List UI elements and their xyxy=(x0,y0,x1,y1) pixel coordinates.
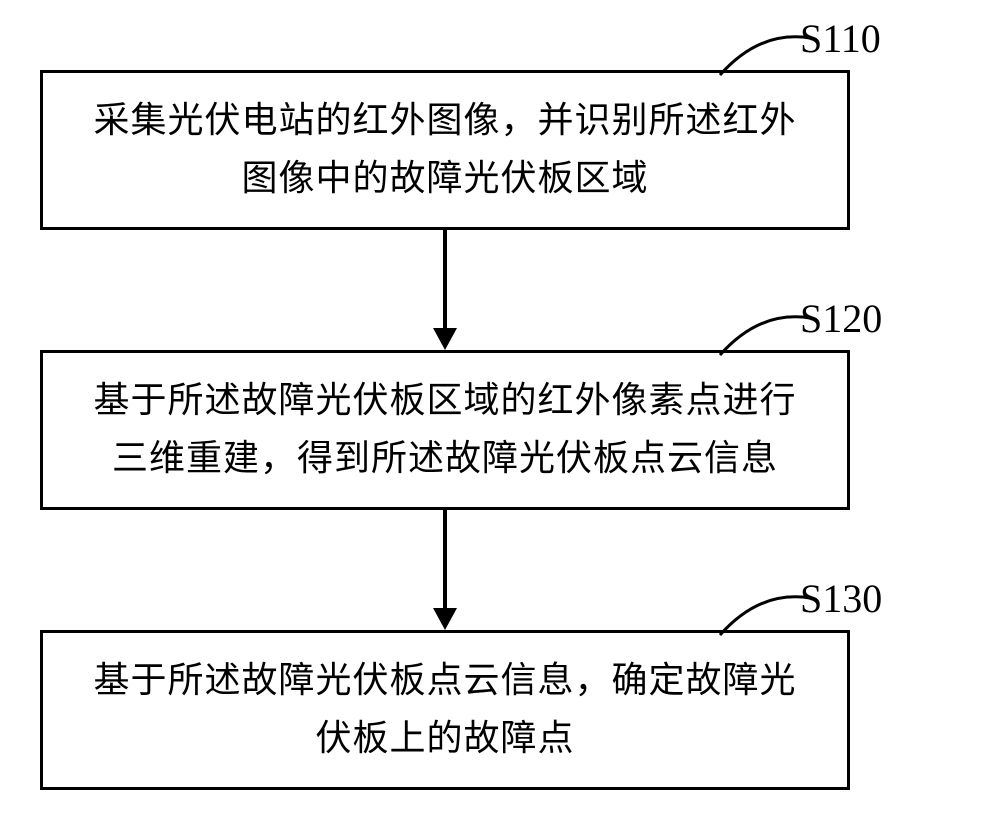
flowchart-canvas: 采集光伏电站的红外图像，并识别所述红外图像中的故障光伏板区域 S110 基于所述… xyxy=(0,0,1000,822)
step-label-s130: S130 xyxy=(800,575,882,622)
